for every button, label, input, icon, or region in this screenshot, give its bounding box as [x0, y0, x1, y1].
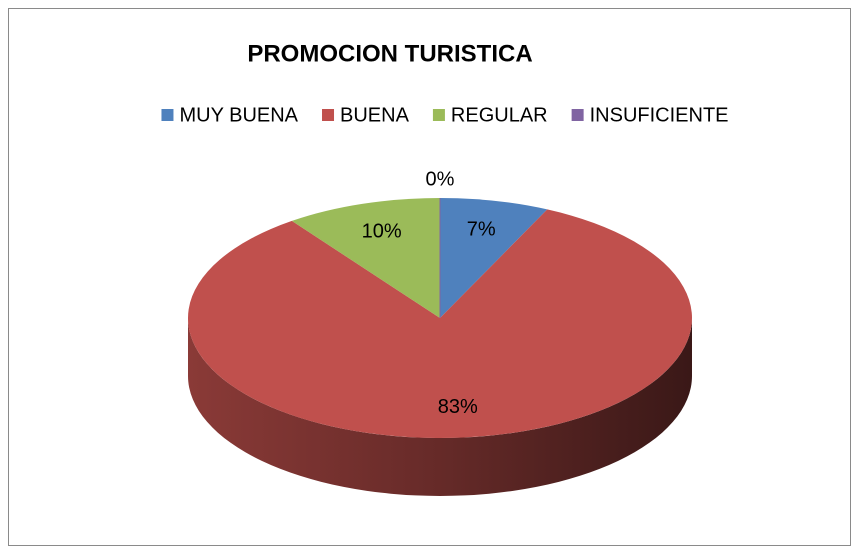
- pie-tops: [187, 198, 692, 438]
- legend: MUY BUENA BUENA REGULAR INSUFICIENTE: [161, 104, 729, 126]
- legend-swatch: [161, 109, 174, 121]
- chart-title: PROMOCION TURISTICA: [247, 40, 532, 67]
- legend-label: MUY BUENA: [179, 104, 298, 126]
- legend-swatch: [571, 109, 584, 121]
- pie-side: [188, 318, 692, 496]
- legend-label: INSUFICIENTE: [590, 104, 729, 126]
- pie-slice: [440, 198, 548, 318]
- legend-label: REGULAR: [451, 104, 548, 126]
- data-label: 0%: [426, 168, 455, 190]
- legend-label: BUENA: [340, 104, 410, 126]
- pie-slice: [187, 209, 692, 438]
- data-label: 7%: [467, 218, 496, 240]
- legend-swatch: [322, 109, 335, 121]
- legend-swatch: [432, 109, 445, 121]
- data-label: 10%: [362, 221, 402, 243]
- pie-slice: [291, 198, 440, 318]
- data-label: 83%: [438, 396, 478, 418]
- pie-sides: [188, 318, 692, 496]
